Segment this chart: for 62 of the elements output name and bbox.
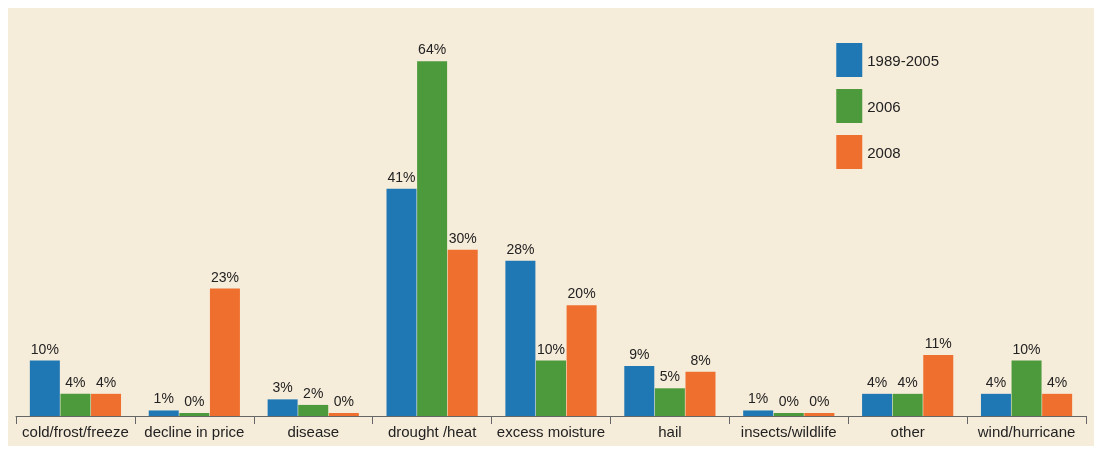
data-label: 41% [387,168,416,185]
bar [91,393,122,416]
data-label: 2% [303,384,324,401]
data-label: 10% [1012,340,1041,357]
bar [505,260,536,416]
data-label: 4% [95,373,117,390]
bar [298,404,329,416]
x-tick-label: wind/hurricane [976,423,1076,440]
data-label: 10% [536,340,566,357]
bar [386,188,417,416]
bar [267,399,298,416]
x-tick-label: cold/frost/freeze [22,423,129,440]
x-tick-label: decline in price [144,423,245,440]
bar [209,288,240,416]
data-label: 8% [690,351,711,368]
data-label: 4% [897,373,918,390]
data-label: 64% [418,41,447,58]
data-label: 1% [748,390,769,407]
data-label: 28% [506,240,535,257]
x-tick-label: insects/wildlife [740,423,837,440]
data-label: 0% [184,393,205,409]
bar [29,360,60,416]
data-label: 20% [567,285,596,302]
data-label: 9% [629,346,650,363]
data-label: 30% [448,229,477,246]
data-label: 4% [866,373,888,390]
bar [60,393,91,416]
bar [447,249,478,416]
legend-label: 2008 [867,143,901,161]
data-label: 4% [1047,373,1068,390]
x-tick-label: other [890,423,925,440]
data-label: 23% [210,268,239,285]
data-label: 0% [778,393,799,409]
bar [892,393,923,416]
bar [148,410,179,416]
data-label: 0% [333,393,354,409]
data-label: 11% [924,335,952,352]
bar [1011,360,1042,416]
data-label: 5% [659,368,681,385]
data-label: 4% [65,373,86,390]
bar [536,360,566,416]
bar [624,366,655,416]
data-label: 1% [153,390,174,407]
x-tick-label: excess moisture [496,423,606,440]
data-label: 3% [272,379,293,396]
data-label: 0% [809,393,830,409]
bar [980,393,1011,416]
bar [685,371,716,416]
x-tick-label: hail [658,423,682,440]
x-tick-label: drought /heat [387,423,478,440]
bar [654,388,685,416]
bar [743,410,774,416]
data-label: 10% [30,340,59,357]
legend-label: 2006 [867,97,901,115]
x-tick-label: disease [287,423,340,440]
bar [862,393,893,416]
legend-label: 1989-2005 [867,51,939,69]
bar [923,355,954,416]
bar [417,61,448,416]
bar [566,305,597,416]
bar [1042,393,1073,416]
data-label: 4% [985,373,1007,390]
